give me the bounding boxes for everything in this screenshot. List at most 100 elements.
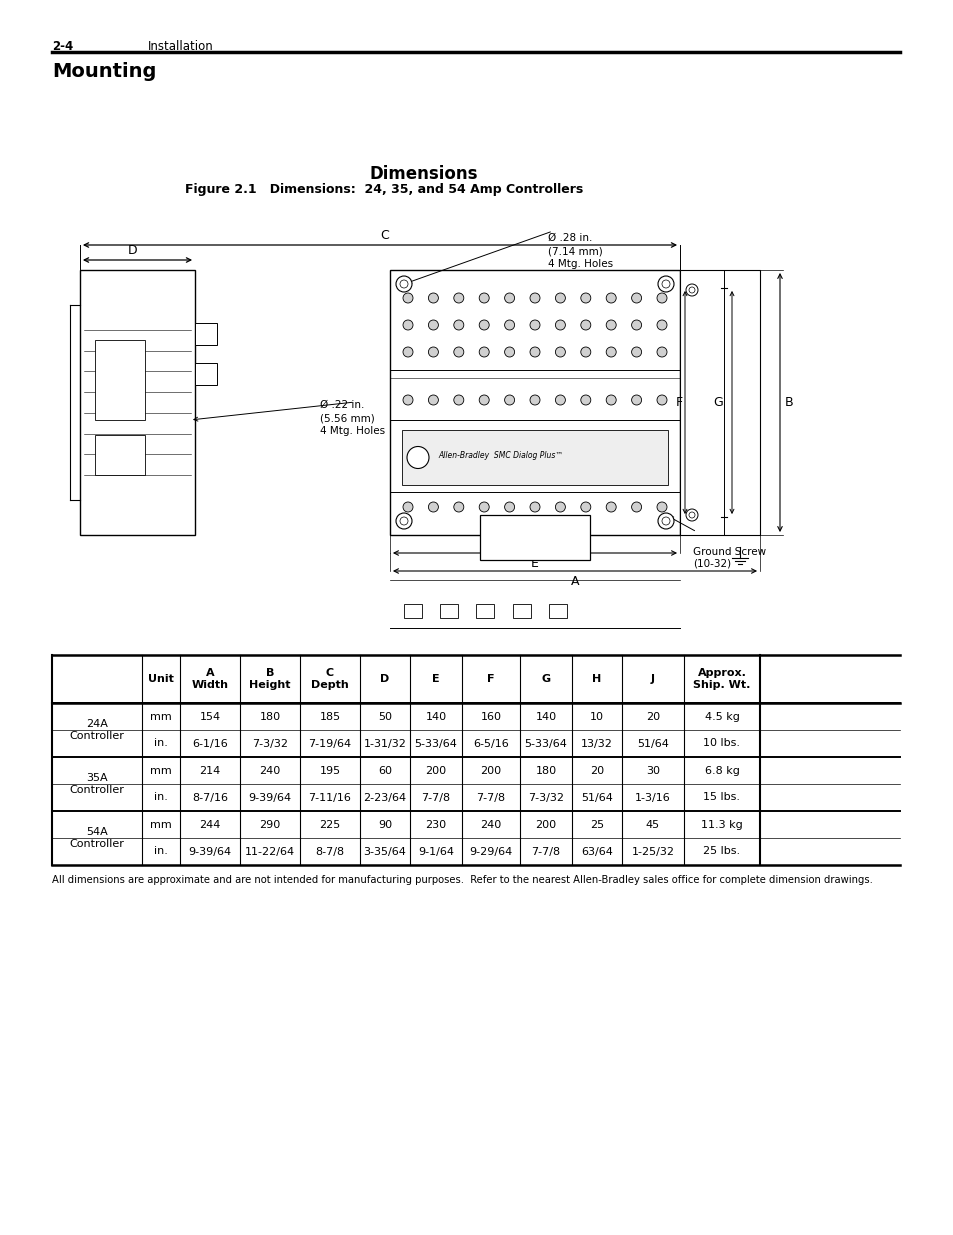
Circle shape bbox=[631, 501, 641, 513]
Text: E: E bbox=[531, 557, 538, 571]
Text: 3-35/64: 3-35/64 bbox=[363, 846, 406, 857]
Text: G: G bbox=[541, 674, 550, 684]
Text: 6-1/16: 6-1/16 bbox=[192, 739, 228, 748]
Text: 25: 25 bbox=[589, 820, 603, 830]
Text: in.: in. bbox=[153, 739, 168, 748]
Circle shape bbox=[658, 513, 673, 529]
Text: 214: 214 bbox=[199, 766, 220, 776]
Text: 200: 200 bbox=[535, 820, 556, 830]
Text: 195: 195 bbox=[319, 766, 340, 776]
Circle shape bbox=[605, 320, 616, 330]
Circle shape bbox=[454, 293, 463, 303]
Bar bbox=[403, 604, 421, 618]
Circle shape bbox=[530, 293, 539, 303]
Circle shape bbox=[454, 501, 463, 513]
Text: 10 lbs.: 10 lbs. bbox=[702, 739, 740, 748]
Text: 290: 290 bbox=[259, 820, 280, 830]
Circle shape bbox=[478, 320, 489, 330]
Text: 20: 20 bbox=[589, 766, 603, 776]
Bar bbox=[95, 340, 145, 420]
Text: 13/32: 13/32 bbox=[580, 739, 612, 748]
Text: 7-19/64: 7-19/64 bbox=[308, 739, 352, 748]
Text: 7-11/16: 7-11/16 bbox=[308, 793, 351, 803]
Circle shape bbox=[428, 293, 438, 303]
Circle shape bbox=[661, 517, 669, 525]
Circle shape bbox=[428, 347, 438, 357]
Text: 51/64: 51/64 bbox=[637, 739, 668, 748]
Circle shape bbox=[580, 293, 590, 303]
Circle shape bbox=[688, 513, 695, 517]
Text: 51/64: 51/64 bbox=[580, 793, 612, 803]
Text: B: B bbox=[784, 396, 793, 409]
Circle shape bbox=[402, 347, 413, 357]
Circle shape bbox=[657, 293, 666, 303]
Text: 7-7/8: 7-7/8 bbox=[531, 846, 560, 857]
Text: J: J bbox=[650, 674, 655, 684]
Bar bbox=[679, 270, 760, 535]
Text: 2-4: 2-4 bbox=[52, 40, 73, 53]
Circle shape bbox=[530, 347, 539, 357]
Text: Ø .28 in.
(7.14 mm)
4 Mtg. Holes: Ø .28 in. (7.14 mm) 4 Mtg. Holes bbox=[547, 233, 613, 269]
Circle shape bbox=[402, 395, 413, 405]
Circle shape bbox=[402, 320, 413, 330]
Circle shape bbox=[504, 293, 514, 303]
Text: 8-7/16: 8-7/16 bbox=[192, 793, 228, 803]
Bar bbox=[390, 270, 679, 535]
Circle shape bbox=[605, 395, 616, 405]
Text: 11.3 kg: 11.3 kg bbox=[700, 820, 742, 830]
Circle shape bbox=[631, 395, 641, 405]
Text: F: F bbox=[487, 674, 495, 684]
Text: C: C bbox=[380, 228, 389, 242]
Text: 1-25/32: 1-25/32 bbox=[631, 846, 674, 857]
Text: 180: 180 bbox=[535, 766, 556, 776]
Text: B
Height: B Height bbox=[249, 668, 291, 690]
Text: 9-29/64: 9-29/64 bbox=[469, 846, 512, 857]
Bar bbox=[401, 430, 667, 485]
Bar bbox=[476, 604, 494, 618]
Text: in.: in. bbox=[153, 793, 168, 803]
Circle shape bbox=[631, 320, 641, 330]
Bar bbox=[548, 604, 566, 618]
Text: 25 lbs.: 25 lbs. bbox=[702, 846, 740, 857]
Text: 60: 60 bbox=[377, 766, 392, 776]
Bar bbox=[194, 324, 216, 345]
Text: 230: 230 bbox=[425, 820, 446, 830]
Bar bbox=[194, 363, 216, 385]
Text: mm: mm bbox=[150, 820, 172, 830]
Text: 140: 140 bbox=[425, 711, 446, 721]
Text: E: E bbox=[432, 674, 439, 684]
Circle shape bbox=[658, 275, 673, 291]
Text: 160: 160 bbox=[480, 711, 501, 721]
Circle shape bbox=[428, 320, 438, 330]
Text: 7-7/8: 7-7/8 bbox=[421, 793, 450, 803]
Text: 225: 225 bbox=[319, 820, 340, 830]
Text: mm: mm bbox=[150, 711, 172, 721]
Text: 1-3/16: 1-3/16 bbox=[635, 793, 670, 803]
Circle shape bbox=[478, 293, 489, 303]
Circle shape bbox=[454, 320, 463, 330]
Circle shape bbox=[555, 320, 565, 330]
Circle shape bbox=[399, 280, 408, 288]
Text: 15 lbs.: 15 lbs. bbox=[702, 793, 740, 803]
Text: Allen-Bradley  SMC Dialog Plus™: Allen-Bradley SMC Dialog Plus™ bbox=[437, 451, 562, 459]
Circle shape bbox=[555, 395, 565, 405]
Circle shape bbox=[402, 293, 413, 303]
Text: 30: 30 bbox=[645, 766, 659, 776]
Text: 1-31/32: 1-31/32 bbox=[363, 739, 406, 748]
Circle shape bbox=[530, 501, 539, 513]
Text: 35A
Controller: 35A Controller bbox=[70, 773, 124, 795]
Circle shape bbox=[657, 395, 666, 405]
Circle shape bbox=[478, 501, 489, 513]
Bar bbox=[95, 435, 145, 475]
Text: 140: 140 bbox=[535, 711, 556, 721]
Text: 240: 240 bbox=[480, 820, 501, 830]
Circle shape bbox=[428, 395, 438, 405]
Text: Mounting: Mounting bbox=[52, 62, 156, 82]
Circle shape bbox=[661, 280, 669, 288]
Circle shape bbox=[395, 275, 412, 291]
Text: 154: 154 bbox=[199, 711, 220, 721]
Bar bbox=[479, 515, 589, 559]
Circle shape bbox=[395, 513, 412, 529]
Text: 244: 244 bbox=[199, 820, 220, 830]
Text: 200: 200 bbox=[480, 766, 501, 776]
